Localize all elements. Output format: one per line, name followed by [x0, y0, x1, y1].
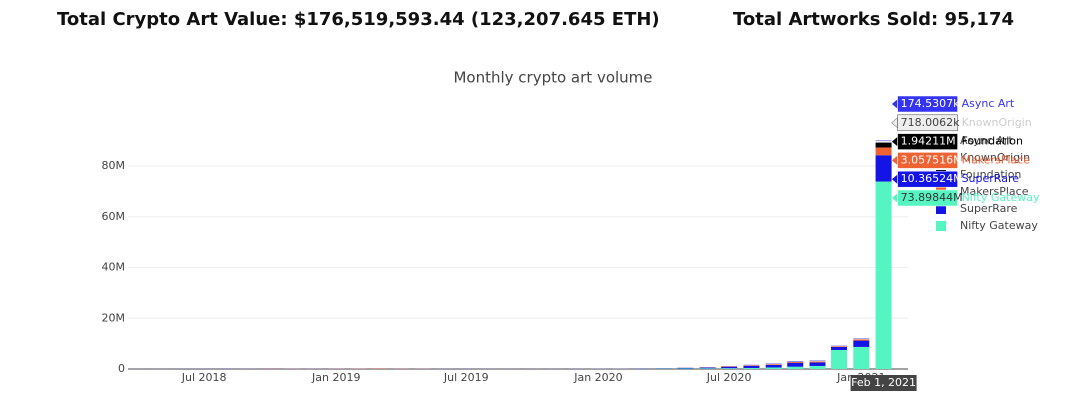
hover-box — [897, 133, 958, 150]
bar-segment — [677, 368, 694, 369]
legend-label: Foundation — [960, 168, 1021, 181]
hover-name: Nifty Gateway — [962, 191, 1040, 204]
bar-segment — [831, 346, 848, 350]
hover-pointer — [891, 98, 898, 110]
bar-segment — [809, 362, 826, 366]
y-tick-label: 60M — [102, 210, 126, 223]
legend-swatch — [936, 221, 946, 231]
bar-segment — [721, 366, 738, 369]
bar-segment — [853, 338, 870, 340]
y-tick-label: 0 — [118, 362, 125, 375]
hover-pointer — [891, 154, 898, 166]
legend-label: MakersPlace — [960, 185, 1029, 198]
bar-segment — [765, 364, 782, 365]
y-tick-label: 40M — [102, 261, 126, 274]
bar-segment — [699, 368, 716, 369]
hover-name: KnownOrigin — [962, 116, 1032, 129]
bar-segment — [875, 181, 892, 369]
hover-box — [897, 152, 958, 169]
x-tick-label: Jul 2018 — [181, 371, 227, 384]
bar-segment — [743, 365, 760, 368]
hover-box — [897, 95, 958, 113]
bar-segment — [809, 365, 826, 369]
hover-name: SuperRare — [962, 172, 1020, 185]
bar-segment — [831, 349, 848, 369]
bar-segment — [787, 362, 804, 367]
bar-segment — [809, 360, 826, 362]
bar-segment — [743, 367, 760, 369]
hover-box — [897, 189, 958, 207]
hover-value: 10.36524M — [901, 172, 963, 185]
bar-segment — [853, 346, 870, 369]
bar-segment — [765, 367, 782, 369]
hover-name: MakersPlace — [962, 153, 1031, 166]
bar-segment — [743, 365, 760, 366]
bar-segment — [875, 147, 892, 156]
bar-segment — [831, 346, 848, 347]
chart-title: Monthly crypto art volume — [453, 69, 652, 87]
hover-value: 1.94211M — [901, 135, 956, 148]
bar-segment — [787, 361, 804, 363]
bar-segment — [853, 339, 870, 341]
bar-segment — [677, 367, 694, 369]
bar-segment — [875, 140, 892, 143]
bar-segment — [721, 368, 738, 369]
hover-name: Foundation — [962, 135, 1023, 148]
bar-segment — [875, 142, 892, 148]
legend-label: Nifty Gateway — [960, 219, 1038, 232]
total-sold: Total Artworks Sold: 95,174 — [733, 9, 1014, 30]
hover-value: 3.057516M — [901, 153, 963, 166]
bar-segment — [809, 361, 826, 363]
hover-pointer — [891, 192, 898, 204]
x-tick-label: Jul 2019 — [443, 371, 489, 384]
hover-value: 73.89844M — [901, 191, 963, 204]
bar-segment — [765, 364, 782, 368]
bar-segment — [699, 367, 716, 369]
total-value: Total Crypto Art Value: $176,519,593.44 … — [57, 9, 660, 30]
hover-pointer — [891, 117, 898, 129]
hover-x-box — [850, 375, 917, 391]
x-tick-label: Jul 2020 — [706, 371, 752, 384]
bar-segment — [787, 366, 804, 369]
bar-segment — [853, 340, 870, 347]
bar-segment — [875, 155, 892, 182]
x-tick-label: Jan 2020 — [573, 371, 622, 384]
bar-segment — [721, 366, 738, 367]
x-tick-label: Jan 2019 — [311, 371, 360, 384]
hover-box — [897, 114, 958, 132]
bar-segment — [787, 361, 804, 362]
hover-box — [897, 170, 958, 188]
bar-segment — [831, 345, 848, 347]
y-tick-label: 20M — [102, 311, 126, 324]
legend-label: SuperRare — [960, 202, 1018, 215]
hover-value: 718.0062k — [901, 116, 960, 129]
hover-pointer — [891, 136, 898, 148]
y-tick-label: 80M — [102, 159, 126, 172]
hover-value: 174.5307k — [901, 97, 960, 110]
legend-label: Async Art — [960, 134, 1013, 147]
hover-x-label: Feb 1, 2021 — [851, 376, 916, 389]
legend-swatch — [936, 204, 946, 214]
hover-pointer — [891, 173, 898, 185]
hover-name: Async Art — [962, 97, 1015, 110]
legend-label: KnownOrigin — [960, 151, 1030, 164]
